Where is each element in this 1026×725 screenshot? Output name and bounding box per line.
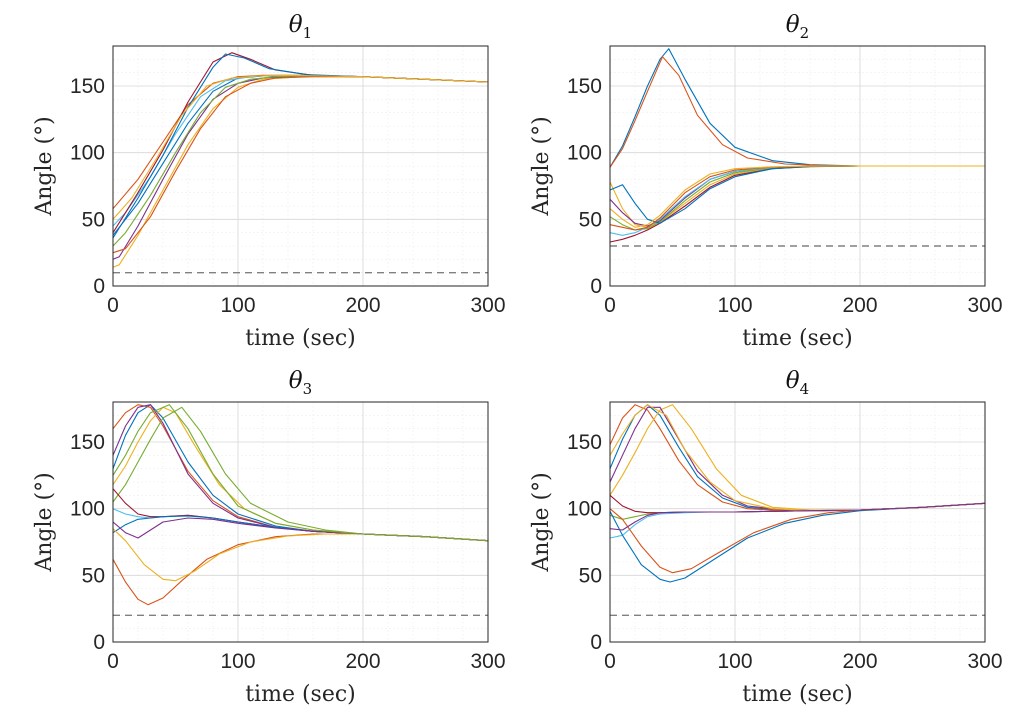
panel-theta-2: 0 100 200 300 0 50 100 150 θ2 time (sec) Angle…: [529, 12, 1003, 351]
x-tick-labels-theta-2: 0 100 200 300: [604, 294, 1002, 317]
x-axis-label-theta-1: time (sec): [245, 326, 356, 351]
y-axis-label-theta-4: Angle (°): [529, 472, 554, 572]
chart-title-theta-2: θ2: [786, 12, 809, 42]
x-tick-label: 0: [107, 294, 119, 317]
series-line: [112, 404, 489, 542]
y-tick-label: 50: [579, 564, 602, 587]
panel-theta-3: 0 100 200 300 0 50 100 150 θ3 time (sec) Angle…: [32, 368, 506, 707]
series-group-theta-2: [609, 48, 986, 243]
series-line: [609, 502, 986, 531]
x-tick-label: 100: [220, 650, 255, 673]
x-tick-labels-theta-1: 0 100 200 300: [107, 294, 505, 317]
y-tick-label: 0: [93, 631, 105, 654]
y-tick-label: 150: [70, 431, 105, 454]
y-tick-label: 100: [70, 498, 105, 521]
series-line: [112, 404, 489, 542]
series-line: [609, 404, 986, 512]
y-tick-label: 0: [590, 275, 602, 298]
y-axis-label-theta-1: Angle (°): [32, 116, 57, 216]
x-tick-label: 0: [604, 294, 616, 317]
series-line: [112, 488, 489, 542]
series-line: [609, 165, 986, 228]
x-axis-label-theta-2: time (sec): [742, 326, 853, 351]
x-axis-label-theta-4: time (sec): [742, 682, 853, 707]
series-line: [609, 165, 986, 231]
y-tick-labels-theta-4: 0 50 100 150: [567, 431, 602, 654]
y-tick-label: 150: [70, 75, 105, 98]
plot-frame-theta-1: [112, 45, 489, 287]
y-tick-label: 150: [567, 431, 602, 454]
series-group-theta-4: [609, 404, 986, 583]
series-line: [112, 75, 489, 247]
x-tick-label: 300: [967, 650, 1002, 673]
plot-frame-theta-3: [112, 401, 489, 643]
y-tick-label: 100: [70, 142, 105, 165]
y-tick-labels-theta-1: 0 50 100 150: [70, 75, 105, 298]
x-tick-label: 100: [220, 294, 255, 317]
grid-theta-1: [112, 45, 489, 287]
x-tick-labels-theta-4: 0 100 200 300: [604, 650, 1002, 673]
series-line: [112, 404, 489, 542]
series-line: [609, 404, 986, 512]
series-line: [112, 75, 489, 260]
series-line: [112, 404, 489, 542]
x-tick-label: 0: [107, 650, 119, 673]
x-tick-label: 300: [470, 650, 505, 673]
series-line: [609, 404, 986, 512]
y-tick-label: 50: [82, 208, 105, 231]
x-tick-label: 200: [842, 294, 877, 317]
x-tick-label: 100: [717, 294, 752, 317]
panel-theta-4: 0 100 200 300 0 50 100 150 θ4 time (sec) Angle…: [529, 368, 1003, 707]
y-tick-labels-theta-2: 0 50 100 150: [567, 75, 602, 298]
y-tick-label: 50: [579, 208, 602, 231]
series-line: [609, 165, 986, 228]
y-axis-label-theta-3: Angle (°): [32, 472, 57, 572]
series-line: [112, 74, 489, 220]
series-line: [609, 502, 986, 583]
y-tick-label: 0: [93, 275, 105, 298]
grid-theta-4: [609, 401, 986, 643]
series-line: [609, 165, 986, 231]
series-line: [112, 533, 489, 606]
y-axis-label-theta-2: Angle (°): [529, 116, 554, 216]
plot-frame-theta-4: [609, 401, 986, 643]
y-tick-label: 100: [567, 498, 602, 521]
chart-title-theta-1: θ1: [289, 12, 312, 42]
y-tick-label: 0: [590, 631, 602, 654]
x-tick-label: 300: [967, 294, 1002, 317]
series-line: [112, 53, 489, 239]
chart-title-theta-3: θ3: [289, 368, 312, 398]
series-group-theta-3: [112, 404, 489, 606]
series-group-theta-1: [112, 52, 489, 268]
series-line: [112, 528, 489, 582]
y-tick-label: 100: [567, 142, 602, 165]
x-tick-labels-theta-3: 0 100 200 300: [107, 650, 505, 673]
x-tick-label: 200: [345, 294, 380, 317]
x-tick-label: 0: [604, 650, 616, 673]
x-axis-label-theta-3: time (sec): [245, 682, 356, 707]
x-tick-label: 300: [470, 294, 505, 317]
y-tick-label: 150: [567, 75, 602, 98]
y-tick-labels-theta-3: 0 50 100 150: [70, 431, 105, 654]
series-line: [609, 48, 986, 168]
x-tick-label: 200: [345, 650, 380, 673]
series-line: [609, 404, 986, 511]
panel-theta-1: 0 100 200 300 0 50 100 150 θ1 time (sec) Angle…: [32, 12, 506, 351]
x-tick-label: 200: [842, 650, 877, 673]
plot-frame-theta-2: [609, 45, 986, 287]
y-tick-label: 50: [82, 564, 105, 587]
series-line: [112, 75, 489, 236]
series-line: [112, 76, 489, 254]
chart-title-theta-4: θ4: [786, 368, 809, 398]
series-line: [112, 74, 489, 227]
x-tick-label: 100: [717, 650, 752, 673]
series-line: [609, 56, 986, 168]
series-line: [112, 74, 489, 210]
series-line: [609, 165, 986, 236]
series-line: [112, 76, 489, 268]
series-line: [609, 165, 986, 243]
